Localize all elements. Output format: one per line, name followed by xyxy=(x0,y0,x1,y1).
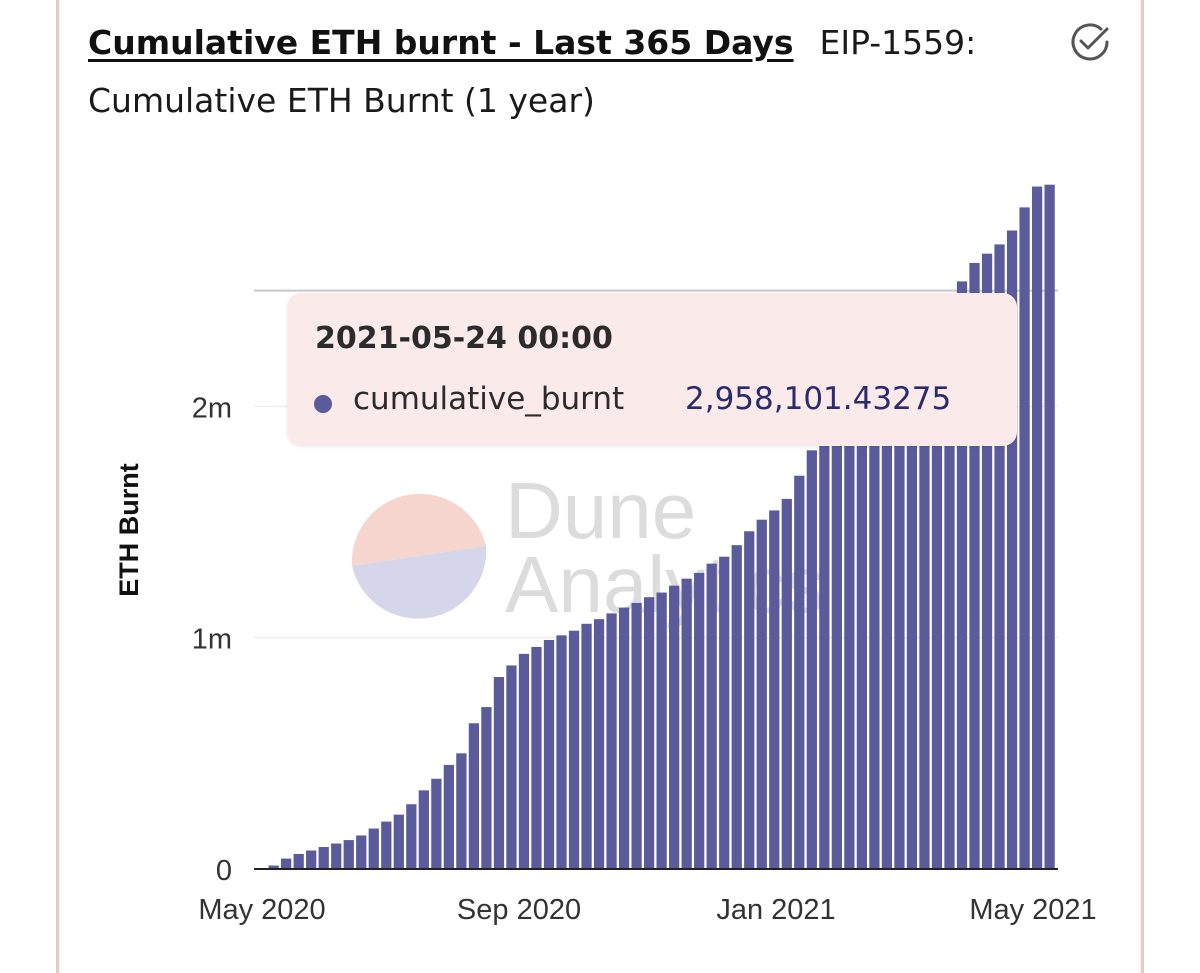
bar xyxy=(856,406,868,869)
bar xyxy=(844,417,855,869)
bar xyxy=(894,364,905,869)
bar xyxy=(481,707,492,869)
y-tick-label: 0 xyxy=(216,855,232,887)
bar xyxy=(1031,186,1043,869)
bar xyxy=(418,790,429,869)
y-tick-labels: 0 1m 2m xyxy=(192,392,232,887)
bar xyxy=(518,653,530,869)
bar xyxy=(656,592,667,869)
tooltip-value: 2,958,101.43275 xyxy=(685,381,952,417)
y-tick-label: 2m xyxy=(192,392,232,424)
x-tick-labels: May 2020 Sep 2020 Jan 2021 May 2021 xyxy=(198,894,1096,926)
bar xyxy=(306,850,317,869)
bar xyxy=(543,639,555,869)
bar xyxy=(956,281,968,869)
bar xyxy=(443,764,454,869)
bar xyxy=(568,630,580,869)
tooltip-date: 2021-05-24 00:00 xyxy=(315,321,613,356)
bar xyxy=(756,519,767,869)
bar xyxy=(618,607,630,869)
bar xyxy=(981,253,993,869)
bar xyxy=(819,441,830,869)
bar xyxy=(318,847,329,869)
bar xyxy=(281,858,292,869)
bar xyxy=(368,828,379,869)
card-border-left xyxy=(56,0,59,973)
bar xyxy=(1044,184,1055,869)
chart-title-link[interactable]: Cumulative ETH burnt - Last 365 Days xyxy=(88,23,794,62)
y-tick-label: 1m xyxy=(192,624,232,656)
bar xyxy=(343,840,354,869)
x-tick-label: Jan 2021 xyxy=(716,894,835,926)
bar xyxy=(556,635,567,869)
bar xyxy=(869,392,880,869)
bar xyxy=(806,450,817,869)
bar xyxy=(994,244,1005,869)
watermark-text-line1: Dune xyxy=(505,466,696,555)
bar xyxy=(643,597,655,869)
tooltip: 2021-05-24 00:00 cumulative_burnt 2,958,… xyxy=(287,293,1017,446)
bar xyxy=(393,814,404,869)
bars xyxy=(256,184,1055,870)
bar xyxy=(331,843,342,869)
bar xyxy=(468,723,480,869)
bar xyxy=(769,510,780,869)
bar xyxy=(631,602,642,869)
bar xyxy=(456,753,467,869)
x-tick-label: Sep 2020 xyxy=(457,894,581,926)
card-border-right xyxy=(1141,0,1144,973)
bar xyxy=(593,619,605,869)
watermark-logo-bottom xyxy=(352,546,487,619)
tooltip-series-name: cumulative_burnt xyxy=(353,381,625,417)
bar xyxy=(831,429,842,869)
y-axis-label: ETH Burnt xyxy=(114,463,144,596)
bar xyxy=(1006,230,1018,869)
chart-header: Cumulative ETH burnt - Last 365 Days EIP-… xyxy=(88,14,1048,130)
bar xyxy=(931,311,943,869)
bar xyxy=(581,623,592,869)
bar xyxy=(731,545,742,869)
bar xyxy=(919,329,930,869)
bar xyxy=(794,475,805,869)
bar xyxy=(719,556,730,869)
bar xyxy=(669,585,680,869)
x-tick-label: May 2021 xyxy=(969,894,1096,926)
bar xyxy=(493,676,505,869)
bar xyxy=(694,572,705,869)
check-circle-icon[interactable] xyxy=(1068,20,1112,64)
bar xyxy=(506,665,517,869)
bar xyxy=(906,348,918,869)
tooltip-series-dot xyxy=(314,395,332,413)
bar xyxy=(406,804,417,869)
bar xyxy=(969,262,980,869)
bar xyxy=(381,821,392,869)
bar xyxy=(431,778,442,869)
bar xyxy=(1019,207,1030,869)
bar xyxy=(531,646,542,869)
bar xyxy=(881,378,893,869)
chart-subtitle: EIP-1559: Cumulative ETH Burnt (1 year) xyxy=(88,23,977,120)
bar xyxy=(356,835,367,869)
bar xyxy=(606,613,617,869)
bar xyxy=(706,563,717,869)
bar xyxy=(293,853,304,869)
bar xyxy=(781,498,792,869)
bar xyxy=(944,295,955,869)
x-tick-label: May 2020 xyxy=(198,894,325,926)
watermark-logo-top xyxy=(351,493,486,566)
bar xyxy=(268,865,279,869)
bar xyxy=(681,578,692,869)
bar xyxy=(744,531,755,869)
